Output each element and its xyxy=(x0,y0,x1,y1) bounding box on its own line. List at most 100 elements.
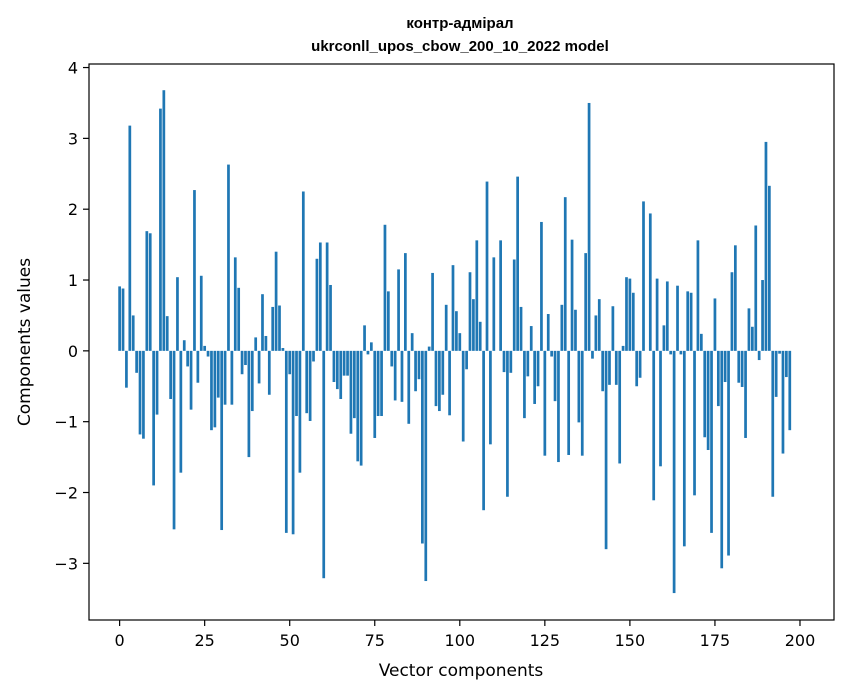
bar xyxy=(472,299,475,351)
y-tick-label: 0 xyxy=(68,342,78,361)
y-tick-label: 2 xyxy=(68,200,78,219)
bar xyxy=(580,350,584,456)
bar xyxy=(152,350,155,486)
bar xyxy=(230,350,234,405)
bar xyxy=(550,350,554,357)
y-tick-label: 4 xyxy=(68,59,78,78)
bar xyxy=(380,350,383,417)
bar xyxy=(591,350,594,359)
bar xyxy=(118,286,121,351)
bar xyxy=(519,306,523,351)
bar xyxy=(335,350,339,390)
bar xyxy=(703,350,707,438)
bar xyxy=(312,350,315,362)
bar xyxy=(621,345,625,351)
x-tick-label: 25 xyxy=(194,631,214,650)
bar xyxy=(121,288,125,351)
bar xyxy=(574,309,577,351)
y-axis-ticks: −3 −2 −1 0 1 2 3 4 xyxy=(54,59,89,573)
bar xyxy=(145,231,149,351)
bar xyxy=(761,280,764,351)
bar xyxy=(169,350,172,400)
bar xyxy=(233,257,237,351)
bar xyxy=(342,350,346,376)
bar xyxy=(421,350,424,544)
bar xyxy=(298,350,302,473)
bar xyxy=(448,350,451,416)
x-tick-label: 200 xyxy=(785,631,816,650)
bar xyxy=(291,350,295,535)
bar xyxy=(679,350,683,355)
x-tick-label: 50 xyxy=(280,631,300,650)
bar xyxy=(305,350,309,414)
bars-group xyxy=(118,90,792,594)
bar xyxy=(614,350,618,385)
bar xyxy=(376,350,380,417)
bar xyxy=(754,225,758,351)
bar xyxy=(492,257,496,351)
bar xyxy=(356,350,360,462)
bar xyxy=(369,342,373,351)
x-tick-label: 75 xyxy=(365,631,385,650)
y-tick-label: −1 xyxy=(54,413,78,432)
bar xyxy=(751,326,754,351)
bar xyxy=(427,346,431,351)
bar xyxy=(672,350,676,594)
bar xyxy=(785,350,788,378)
bar xyxy=(686,291,690,351)
bar xyxy=(560,304,564,351)
bar xyxy=(131,315,135,351)
bar xyxy=(210,350,213,431)
bar xyxy=(699,333,703,351)
x-tick-label: 100 xyxy=(445,631,476,650)
bar xyxy=(159,108,162,351)
bar xyxy=(553,350,557,402)
y-tick-label: 3 xyxy=(68,129,78,148)
bar xyxy=(182,340,186,351)
bar xyxy=(642,201,645,351)
bar xyxy=(774,350,778,397)
bar xyxy=(220,350,224,531)
bar xyxy=(733,245,737,351)
bar xyxy=(155,350,159,415)
bar xyxy=(652,350,656,501)
bar xyxy=(339,350,343,400)
bar xyxy=(135,350,138,373)
bar xyxy=(352,350,356,419)
bar xyxy=(359,350,363,466)
bar xyxy=(713,298,717,351)
bar xyxy=(203,345,207,351)
bar xyxy=(295,350,298,417)
x-tick-label: 150 xyxy=(615,631,646,650)
bar xyxy=(502,350,506,373)
bar xyxy=(523,350,526,419)
bar xyxy=(128,125,132,351)
bar xyxy=(740,350,744,387)
bar xyxy=(716,350,720,407)
bar xyxy=(393,350,397,401)
bar xyxy=(424,350,428,582)
chart-title: контр-адмірал xyxy=(406,15,513,32)
bar xyxy=(434,350,438,407)
bar xyxy=(176,277,179,351)
bar xyxy=(455,311,458,351)
bar xyxy=(284,350,288,533)
bar xyxy=(526,350,530,377)
bar xyxy=(727,350,730,556)
bar xyxy=(655,278,659,351)
bar xyxy=(577,350,581,423)
bar xyxy=(441,350,445,395)
bar xyxy=(584,253,588,351)
bar xyxy=(172,350,176,530)
bar xyxy=(366,350,370,355)
x-tick-label: 175 xyxy=(700,631,731,650)
bar xyxy=(563,197,567,351)
bar xyxy=(206,350,210,357)
bar xyxy=(529,326,533,351)
bar xyxy=(516,176,519,351)
bar xyxy=(693,350,696,496)
bar xyxy=(387,291,390,351)
bar xyxy=(247,350,251,458)
bar xyxy=(676,285,679,351)
bar xyxy=(414,350,417,392)
